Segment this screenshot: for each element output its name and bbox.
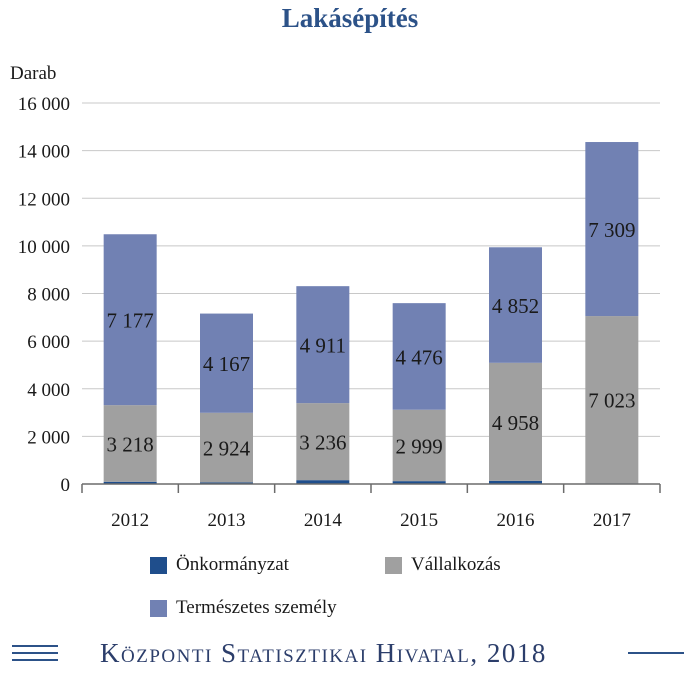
bar-segment — [200, 482, 253, 484]
x-tick-label: 2017 — [593, 510, 631, 531]
menu-icon-line — [12, 659, 58, 661]
legend-label: Vállalkozás — [411, 554, 501, 575]
legend-swatch-icon — [385, 556, 402, 574]
y-tick-label: 4 000 — [27, 380, 70, 401]
bar-segment — [392, 481, 446, 484]
bar-segment — [489, 247, 542, 363]
x-tick-label: 2016 — [497, 510, 535, 531]
legend-swatch-icon — [150, 556, 167, 574]
footer-source: Központi Statisztikai Hivatal, 2018 — [100, 638, 547, 668]
legend-label: Önkormányzat — [176, 554, 289, 575]
x-tick-label: 2015 — [400, 510, 438, 531]
data-label: 7 177 — [107, 309, 154, 333]
data-label: 4 167 — [203, 352, 250, 376]
data-label: 2 924 — [203, 437, 251, 461]
bar-segment — [296, 286, 350, 404]
bar-segment — [103, 234, 157, 406]
data-label: 4 958 — [492, 411, 539, 435]
bar-segment — [200, 313, 253, 413]
y-tick-label: 14 000 — [18, 142, 70, 163]
data-label: 4 911 — [300, 334, 346, 358]
legend-item-vallalkozas: Vállalkozás — [385, 554, 501, 576]
y-tick-label: 12 000 — [18, 189, 70, 210]
legend-item-onkormanyzat: Önkormányzat — [150, 554, 289, 576]
bar-segment — [103, 481, 157, 484]
y-axis-label: Darab — [10, 63, 56, 84]
chart-plot: Darab 0 2 000 4 000 6 000 8 000 10 000 12 000 1… — [10, 63, 661, 531]
grid-lines — [82, 102, 660, 437]
bar-segment — [585, 316, 639, 484]
bar-segment — [392, 409, 446, 482]
bars — [103, 142, 639, 484]
y-tick-label: 8 000 — [27, 285, 70, 306]
data-label: 2 999 — [396, 434, 443, 458]
x-tick-label: 2012 — [111, 510, 149, 531]
bar-segment — [296, 403, 350, 481]
menu-icon — [12, 645, 58, 647]
legend-item-termeszetes-szemely: Természetes személy — [150, 597, 337, 619]
x-tick-label: 2013 — [208, 510, 246, 531]
data-label: 7 309 — [588, 218, 635, 242]
bar-segment — [392, 303, 446, 410]
labels: 0 2 000 4 000 6 000 8 000 10 000 12 000 14 000 1… — [18, 94, 636, 531]
axes — [81, 483, 661, 493]
y-tick-label: 10 000 — [18, 237, 70, 258]
chart-title: Lakásépítés — [281, 3, 419, 33]
bar-segment — [296, 480, 350, 484]
bar-segment — [489, 480, 542, 484]
bar-segment — [585, 142, 639, 317]
y-tick-label: 2 000 — [27, 427, 70, 448]
y-tick-label: 16 000 — [18, 94, 70, 115]
bar-segment — [200, 412, 253, 483]
footer-rule — [628, 652, 684, 654]
data-label: 4 852 — [492, 294, 539, 318]
legend-label: Természetes személy — [176, 597, 337, 618]
data-label: 7 023 — [588, 389, 635, 413]
footer: Központi Statisztikai Hivatal, 2018 — [0, 630, 700, 678]
y-tick-label: 6 000 — [27, 332, 70, 353]
y-tick-label: 0 — [61, 475, 71, 496]
bar-segment — [103, 405, 157, 482]
menu-icon-line — [12, 652, 58, 654]
data-label: 4 476 — [396, 345, 443, 369]
bar-segment — [489, 362, 542, 481]
legend-swatch-icon — [150, 599, 167, 617]
data-label: 3 236 — [299, 431, 346, 455]
x-tick-label: 2014 — [304, 510, 343, 531]
data-label: 3 218 — [107, 432, 154, 456]
